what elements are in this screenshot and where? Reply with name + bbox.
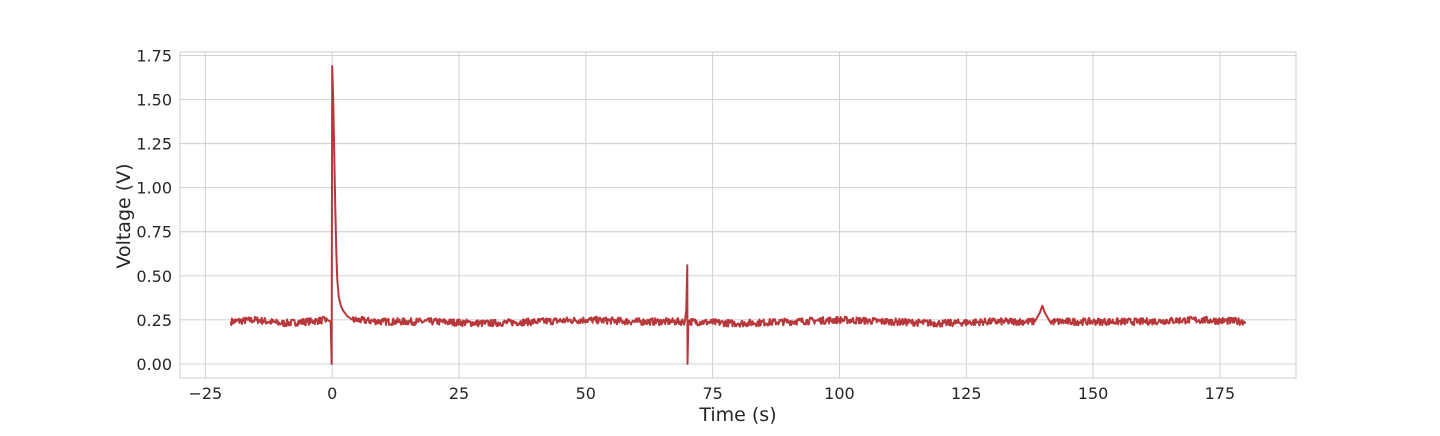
y-tick-label: 1.25	[136, 135, 172, 154]
y-tick-label: 0.00	[136, 355, 172, 374]
y-tick-label: 1.00	[136, 179, 172, 198]
x-tick-label: 150	[1078, 384, 1109, 403]
plot-border	[179, 51, 1297, 379]
y-axis-label: Voltage (V)	[113, 163, 135, 268]
y-tick-label: 1.75	[136, 47, 172, 66]
plot-frame	[179, 51, 1297, 379]
x-tick-label: 125	[951, 384, 982, 403]
y-tick-labels: 0.00 0.25 0.50 0.75 1.00 1.25 1.50 1.75	[136, 47, 172, 374]
x-tick-label: 0	[327, 384, 337, 403]
x-tick-label: 50	[576, 384, 596, 403]
x-tick-labels: −25 0 25 50 75 100 125 150 175	[188, 384, 1235, 403]
x-tick-label: 175	[1205, 384, 1236, 403]
y-tick-label: 0.50	[136, 267, 172, 286]
voltage-series-line	[229, 65, 1247, 365]
x-tick-label: −25	[188, 384, 222, 403]
grid-lines	[180, 52, 1296, 378]
data-series-layer	[229, 65, 1247, 365]
y-tick-label: 1.50	[136, 91, 172, 110]
x-axis-label: Time (s)	[698, 404, 776, 426]
y-tick-label: 0.25	[136, 311, 172, 330]
x-tick-label: 75	[702, 384, 722, 403]
y-tick-label: 0.75	[136, 223, 172, 242]
x-tick-label: 100	[824, 384, 855, 403]
x-tick-label: 25	[449, 384, 469, 403]
